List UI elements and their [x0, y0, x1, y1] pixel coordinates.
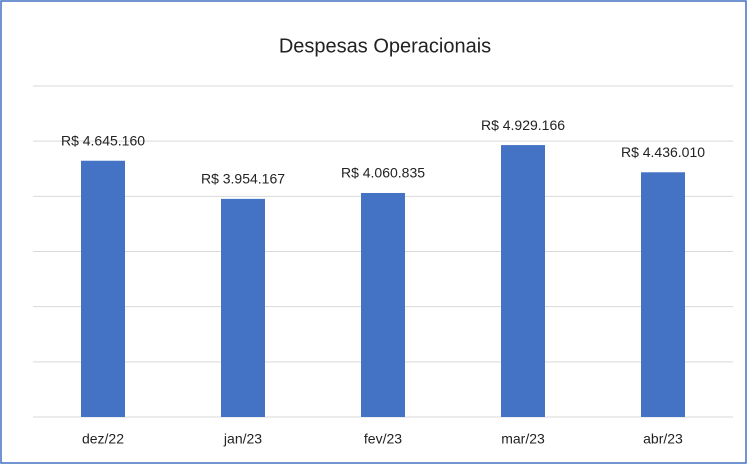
chart-title: Despesas Operacionais: [279, 35, 491, 57]
x-tick-label: fev/23: [364, 431, 402, 447]
data-label: R$ 4.929.166: [481, 117, 565, 133]
bar: [221, 198, 265, 417]
bar: [641, 172, 685, 417]
bar: [81, 160, 125, 417]
x-tick-label: dez/22: [82, 431, 124, 447]
data-label: R$ 4.645.160: [61, 132, 145, 148]
data-label: R$ 4.060.835: [341, 165, 425, 181]
bar: [361, 192, 405, 417]
data-label: R$ 4.436.010: [621, 144, 705, 160]
bar: [501, 145, 545, 417]
x-tick-label: mar/23: [501, 431, 545, 447]
x-tick-label: jan/23: [223, 431, 262, 447]
data-label: R$ 3.954.167: [201, 171, 285, 187]
x-tick-label: abr/23: [643, 431, 683, 447]
